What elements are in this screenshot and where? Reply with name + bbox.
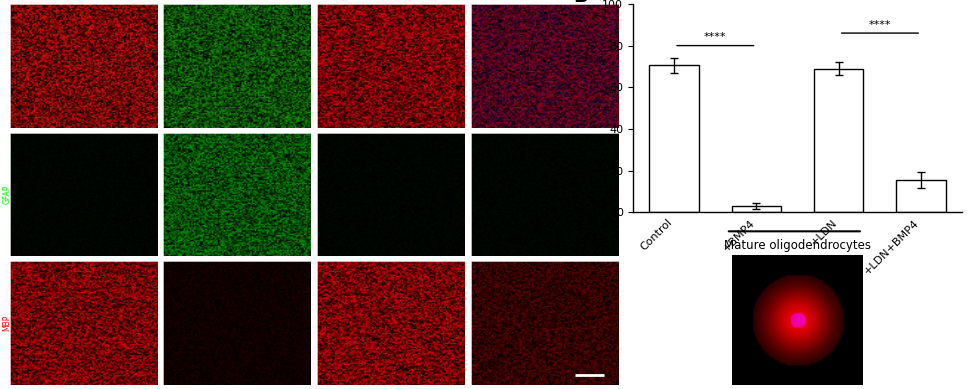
- Y-axis label: GFAP  MBP  Hoechs: GFAP MBP Hoechs: [3, 29, 12, 102]
- Title: +BMP4: +BMP4: [219, 0, 257, 3]
- Title: +LDN: +LDN: [376, 0, 406, 3]
- Bar: [896, 180, 946, 212]
- Y-axis label: GFAP: GFAP: [3, 185, 12, 204]
- Text: ****: ****: [704, 32, 726, 42]
- Bar: [815, 68, 863, 212]
- Text: ****: ****: [869, 20, 891, 30]
- Text: B: B: [573, 0, 588, 6]
- Bar: [649, 65, 699, 212]
- Bar: [732, 206, 781, 212]
- Y-axis label: MBP: MBP: [3, 315, 12, 331]
- Title: Mature oligodendrocytes: Mature oligodendrocytes: [724, 239, 871, 252]
- Title: Control: Control: [65, 0, 103, 3]
- Title: +LDN+BMP4: +LDN+BMP4: [511, 0, 578, 3]
